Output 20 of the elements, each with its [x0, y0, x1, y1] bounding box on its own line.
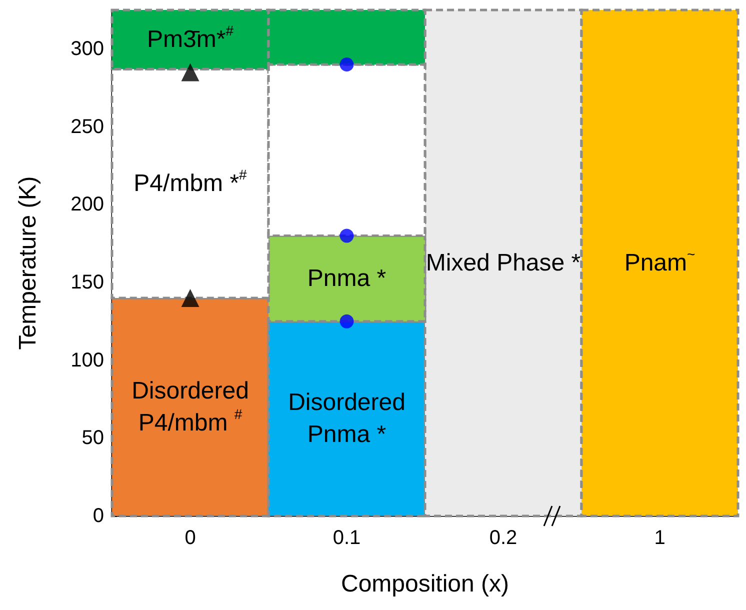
y-tick-label: 150: [70, 271, 104, 294]
data-label: P4/mbm *#: [134, 166, 248, 198]
y-tick-label: 100: [70, 349, 104, 372]
y-tick-label: 250: [70, 116, 104, 138]
x-tick-label: 0.2: [489, 527, 518, 549]
y-tick-label: 300: [70, 38, 104, 60]
y-tick-label: 0: [92, 505, 104, 527]
data-label: Pm3̄m*#: [147, 22, 234, 54]
x-tick-label: 0.1: [332, 527, 361, 549]
y-axis-title: Temperature (K): [14, 176, 42, 350]
y-tick-label: 50: [82, 427, 104, 450]
data-label: Mixed Phase *: [426, 250, 581, 276]
y-tick-label: 200: [70, 194, 104, 216]
data-label: Pnam~: [624, 246, 696, 276]
data-label: Pnma *: [307, 265, 386, 292]
data-label: Disordered P4/mbm #: [132, 378, 249, 437]
data-label: Disordered Pnma *: [288, 389, 406, 448]
x-tick-label: 0: [184, 527, 196, 549]
x-tick-label: 1: [654, 527, 666, 549]
x-axis-title: Composition (x): [340, 570, 510, 598]
